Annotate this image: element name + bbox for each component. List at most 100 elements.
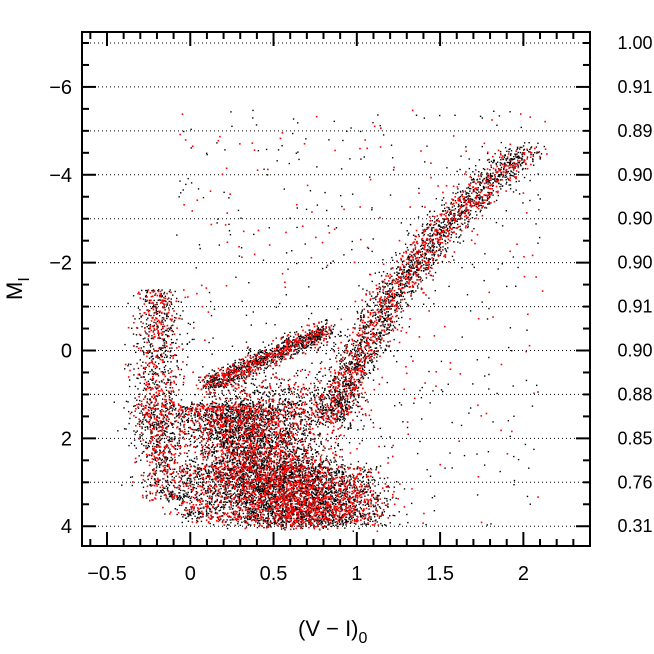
data-point (222, 506, 225, 508)
data-point (342, 395, 344, 397)
data-point (172, 408, 174, 410)
data-point (142, 361, 144, 363)
data-point (274, 424, 277, 426)
data-point (230, 412, 232, 415)
data-point (205, 152, 208, 155)
data-point (351, 407, 353, 409)
data-point (242, 470, 244, 473)
data-point (417, 276, 420, 278)
data-point (321, 474, 324, 477)
data-point (264, 471, 266, 474)
data-point (219, 430, 222, 433)
data-point (367, 401, 369, 403)
data-point (384, 314, 387, 317)
data-point (387, 503, 389, 505)
data-point (256, 414, 258, 416)
data-point (382, 292, 385, 295)
data-point (324, 471, 326, 474)
data-point (230, 383, 232, 386)
data-point (348, 377, 350, 380)
data-point (335, 471, 338, 473)
data-point (234, 433, 237, 435)
data-point (315, 507, 318, 509)
data-point (184, 474, 186, 476)
data-point (257, 352, 259, 354)
data-point (255, 497, 257, 499)
data-point (195, 429, 198, 431)
data-point (531, 405, 534, 407)
data-point (272, 505, 274, 507)
data-point (180, 368, 183, 371)
data-point (218, 462, 221, 464)
data-point (310, 342, 313, 344)
data-point (220, 506, 223, 508)
data-point (266, 356, 269, 359)
data-point (508, 148, 510, 151)
data-point (311, 467, 313, 470)
data-point (282, 441, 284, 443)
data-point (249, 348, 252, 350)
data-point (226, 446, 228, 448)
data-point (157, 299, 159, 301)
data-point (257, 499, 259, 502)
data-point (515, 156, 517, 158)
data-point (396, 271, 398, 273)
data-point (348, 354, 351, 356)
data-point (142, 419, 144, 421)
data-point (238, 436, 240, 438)
data-point (329, 504, 331, 507)
data-point (152, 458, 154, 461)
data-point (221, 438, 224, 441)
data-point (372, 422, 374, 424)
data-point (162, 393, 164, 395)
data-point (220, 483, 222, 486)
data-point (184, 495, 187, 497)
data-point (356, 401, 359, 403)
data-point (139, 434, 141, 436)
data-point (149, 386, 151, 389)
data-point (229, 371, 232, 374)
data-point (351, 492, 353, 495)
data-point (151, 368, 153, 371)
data-point (263, 371, 266, 374)
data-point (248, 409, 251, 411)
data-point (309, 400, 311, 402)
data-point (537, 151, 540, 154)
data-point (270, 377, 272, 379)
data-point (510, 174, 512, 176)
data-point (510, 150, 513, 152)
data-point (341, 521, 343, 523)
data-point (225, 477, 227, 479)
data-point (433, 210, 436, 212)
data-point (500, 174, 502, 176)
data-point (337, 381, 340, 383)
data-point (208, 470, 210, 472)
data-point (339, 330, 342, 333)
data-point (423, 257, 426, 259)
data-point (155, 421, 157, 424)
data-point (195, 487, 198, 490)
data-point (364, 495, 366, 497)
data-point (173, 460, 176, 462)
data-point (346, 344, 348, 346)
data-point (505, 181, 508, 184)
data-point (216, 493, 218, 495)
data-point (358, 364, 360, 366)
data-point (198, 379, 200, 381)
data-point (370, 333, 372, 336)
data-point (312, 492, 314, 494)
data-point (178, 412, 180, 414)
data-point (280, 359, 283, 361)
data-point (362, 288, 364, 290)
data-point (536, 151, 538, 153)
data-point (429, 224, 431, 227)
data-point (170, 423, 173, 425)
data-point (296, 458, 299, 460)
data-point (297, 369, 299, 372)
data-point (344, 518, 346, 521)
data-point (425, 257, 427, 259)
data-point (374, 297, 376, 299)
data-point (443, 225, 445, 228)
data-point (208, 372, 210, 375)
data-point (355, 486, 358, 489)
